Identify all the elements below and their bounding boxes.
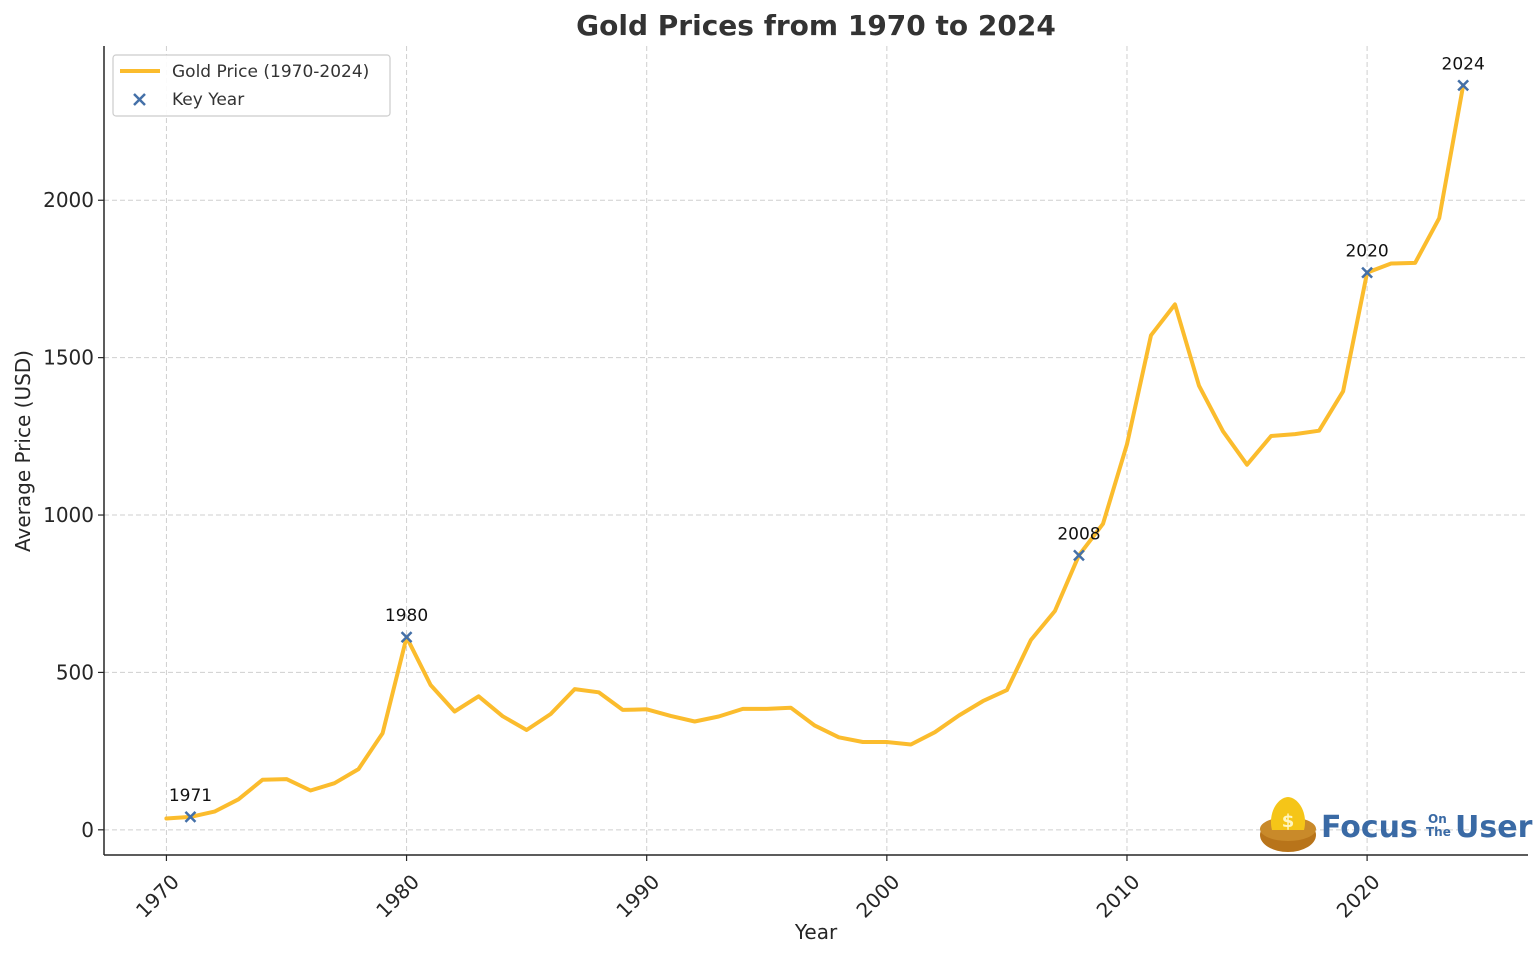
grid-lines (104, 46, 1528, 855)
marker-stroke-b (184, 811, 197, 823)
logo-dollar-symbol: $ (1282, 811, 1295, 832)
x-axis-label: Year (794, 920, 838, 944)
x-ticks: 1970 1980 1990 2000 2010 2020 (131, 855, 1385, 923)
legend-label-gold-price: Gold Price (1970-2024) (172, 62, 369, 82)
marker-stroke-b (1457, 79, 1470, 92)
logo-text-on: On (1428, 812, 1447, 826)
chart-title: Gold Prices from 1970 to 2024 (576, 9, 1056, 42)
y-ticks: 0 500 1000 1500 2000 (43, 188, 104, 842)
y-axis-label: Average Price (USD) (11, 350, 35, 552)
marker-stroke-b (1073, 549, 1085, 562)
gold-price-line (164, 83, 1466, 821)
x-tick-label-2010: 2010 (1092, 870, 1145, 923)
logo-money-bag-icon (1270, 797, 1306, 830)
x-tick-label-2020: 2020 (1332, 870, 1385, 923)
focus-on-the-user-logo: $ Focus On The User (1260, 797, 1533, 852)
key-year-label-1971: 1971 (169, 786, 212, 806)
legend-x-marker (133, 93, 146, 106)
key-year-marker-2020 (1361, 266, 1373, 279)
legend: Gold Price (1970-2024) Key Year (112, 54, 391, 117)
key-year-label-2020: 2020 (1345, 242, 1388, 262)
legend-label-key-year: Key Year (172, 90, 244, 110)
y-tick-label-2000: 2000 (43, 188, 94, 212)
x-tick-label-2000: 2000 (851, 870, 904, 923)
marker-stroke-b (1361, 266, 1373, 279)
key-year-label-2008: 2008 (1057, 524, 1100, 544)
x-tick-label-1980: 1980 (371, 870, 424, 923)
key-year-marker-2024 (1457, 79, 1470, 92)
key-year-label-2024: 2024 (1442, 54, 1485, 74)
logo-text-user: User (1455, 810, 1533, 845)
y-tick-label-1000: 1000 (43, 503, 94, 527)
y-tick-label-0: 0 (81, 818, 94, 842)
plot-area (164, 83, 1466, 821)
key-year-label-1980: 1980 (385, 606, 428, 626)
legend-box (112, 54, 391, 117)
logo-text-the: The (1426, 825, 1451, 839)
logo-text-focus: Focus (1321, 810, 1418, 845)
x-tick-label-1970: 1970 (131, 870, 184, 923)
key-year-marker-1971 (184, 811, 197, 823)
y-tick-label-1500: 1500 (43, 346, 94, 370)
key-year-marker-2008 (1073, 549, 1085, 562)
axes (103, 46, 1528, 856)
key-year-marker-1980 (400, 631, 413, 644)
key-year-annotations: 1971 1980 2008 2020 2024 (169, 54, 1485, 823)
marker-stroke-b (400, 631, 413, 644)
x-tick-label-1990: 1990 (611, 870, 664, 923)
y-tick-label-500: 500 (56, 660, 94, 684)
